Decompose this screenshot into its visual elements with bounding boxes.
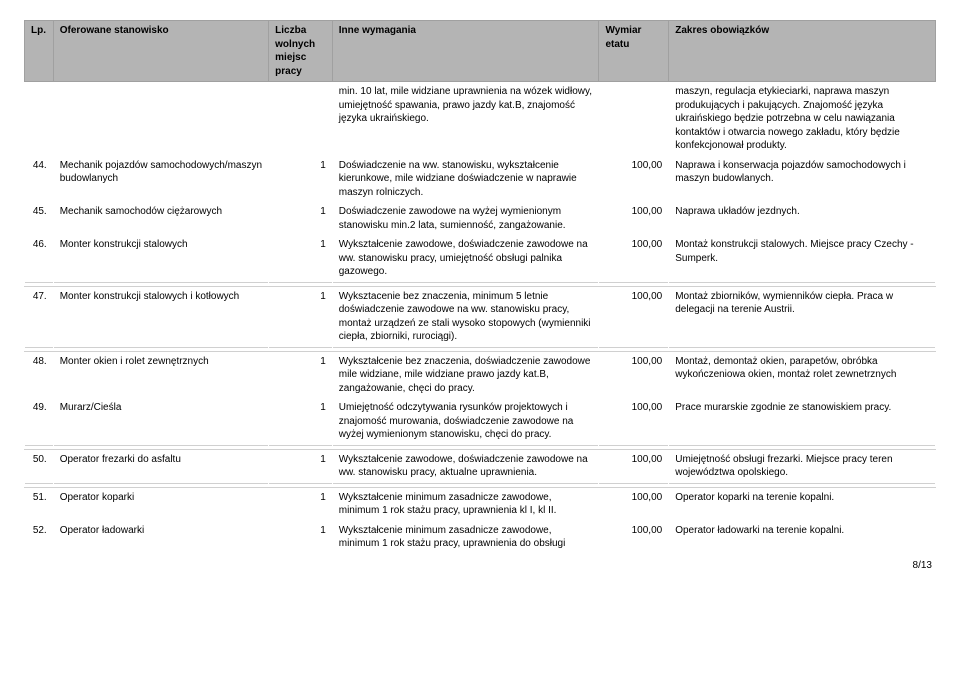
cell-dimension: 100,00 — [599, 202, 669, 235]
cell-vacancies — [269, 82, 333, 156]
cell-requirements: Umiejętność odczytywania rysunków projek… — [332, 398, 599, 445]
cell-position: Mechanik samochodów ciężarowych — [53, 202, 268, 235]
cell-lp: 52. — [25, 521, 54, 554]
th-dimension: Wymiar etatu — [599, 21, 669, 82]
table-row: 49.Murarz/Cieśla1Umiejętność odczytywani… — [25, 398, 936, 445]
cell-dimension: 100,00 — [599, 487, 669, 521]
table-row: 50.Operator frezarki do asfaltu1Wykształ… — [25, 449, 936, 483]
cell-vacancies: 1 — [269, 286, 333, 347]
cell-dimension: 100,00 — [599, 521, 669, 554]
cell-lp: 51. — [25, 487, 54, 521]
cell-position: Monter konstrukcji stalowych — [53, 235, 268, 282]
table-body: min. 10 lat, mile widziane uprawnienia n… — [25, 82, 936, 554]
cell-vacancies: 1 — [269, 156, 333, 203]
cell-requirements: Wykształcenie zawodowe, doświadczenie za… — [332, 449, 599, 483]
table-row: 48.Monter okien i rolet zewnętrznych1Wyk… — [25, 351, 936, 398]
table-header: Lp. Oferowane stanowisko Liczba wolnych … — [25, 21, 936, 82]
th-requirements: Inne wymagania — [332, 21, 599, 82]
cell-duties: Montaż konstrukcji stalowych. Miejsce pr… — [669, 235, 936, 282]
cell-duties: maszyn, regulacja etykieciarki, naprawa … — [669, 82, 936, 156]
cell-position: Monter okien i rolet zewnętrznych — [53, 351, 268, 398]
cell-lp: 45. — [25, 202, 54, 235]
cell-dimension: 100,00 — [599, 235, 669, 282]
cell-duties: Operator ładowarki na terenie kopalni. — [669, 521, 936, 554]
cell-requirements: Wykształcenie bez znaczenia, doświadczen… — [332, 351, 599, 398]
cell-lp: 50. — [25, 449, 54, 483]
cell-vacancies: 1 — [269, 449, 333, 483]
cell-requirements: Wykształcenie minimum zasadnicze zawodow… — [332, 487, 599, 521]
cell-position: Mechanik pojazdów samochodowych/maszyn b… — [53, 156, 268, 203]
table-row: 51.Operator koparki1Wykształcenie minimu… — [25, 487, 936, 521]
cell-lp: 46. — [25, 235, 54, 282]
cell-requirements: Wykształcenie minimum zasadnicze zawodow… — [332, 521, 599, 554]
cell-dimension — [599, 82, 669, 156]
cell-vacancies: 1 — [269, 521, 333, 554]
cell-duties: Naprawa i konserwacja pojazdów samochodo… — [669, 156, 936, 203]
cell-lp: 49. — [25, 398, 54, 445]
cell-position — [53, 82, 268, 156]
cell-position: Operator frezarki do asfaltu — [53, 449, 268, 483]
table-row: 47.Monter konstrukcji stalowych i kotłow… — [25, 286, 936, 347]
cell-lp: 48. — [25, 351, 54, 398]
cell-vacancies: 1 — [269, 398, 333, 445]
cell-requirements: Doświadczenie zawodowe na wyżej wymienio… — [332, 202, 599, 235]
cell-vacancies: 1 — [269, 351, 333, 398]
cell-requirements: Wykształcenie zawodowe, doświadczenie za… — [332, 235, 599, 282]
cell-vacancies: 1 — [269, 202, 333, 235]
cell-position: Monter konstrukcji stalowych i kotłowych — [53, 286, 268, 347]
cell-position: Operator ładowarki — [53, 521, 268, 554]
table-row: 45.Mechanik samochodów ciężarowych1Doświ… — [25, 202, 936, 235]
cell-dimension: 100,00 — [599, 398, 669, 445]
th-position: Oferowane stanowisko — [53, 21, 268, 82]
job-table: Lp. Oferowane stanowisko Liczba wolnych … — [24, 20, 936, 554]
cell-requirements: Wyksztacenie bez znaczenia, minimum 5 le… — [332, 286, 599, 347]
cell-vacancies: 1 — [269, 487, 333, 521]
cell-vacancies: 1 — [269, 235, 333, 282]
cell-dimension: 100,00 — [599, 449, 669, 483]
cell-duties: Montaż zbiorników, wymienników ciepła. P… — [669, 286, 936, 347]
cell-duties: Umiejętność obsługi frezarki. Miejsce pr… — [669, 449, 936, 483]
cell-duties: Montaż, demontaż okien, parapetów, obrób… — [669, 351, 936, 398]
table-row: 46.Monter konstrukcji stalowych1Wykształ… — [25, 235, 936, 282]
th-lp: Lp. — [25, 21, 54, 82]
table-row: 44.Mechanik pojazdów samochodowych/maszy… — [25, 156, 936, 203]
cell-dimension: 100,00 — [599, 156, 669, 203]
cell-dimension: 100,00 — [599, 351, 669, 398]
cell-lp: 44. — [25, 156, 54, 203]
cell-duties: Prace murarskie zgodnie ze stanowiskiem … — [669, 398, 936, 445]
cell-requirements: min. 10 lat, mile widziane uprawnienia n… — [332, 82, 599, 156]
th-duties: Zakres obowiązków — [669, 21, 936, 82]
cell-position: Operator koparki — [53, 487, 268, 521]
cell-lp: 47. — [25, 286, 54, 347]
cell-position: Murarz/Cieśla — [53, 398, 268, 445]
cell-duties: Naprawa układów jezdnych. — [669, 202, 936, 235]
cell-dimension: 100,00 — [599, 286, 669, 347]
table-row: min. 10 lat, mile widziane uprawnienia n… — [25, 82, 936, 156]
page-number: 8/13 — [24, 560, 936, 571]
th-vacancies: Liczba wolnych miejsc pracy — [269, 21, 333, 82]
cell-lp — [25, 82, 54, 156]
table-row: 52.Operator ładowarki1Wykształcenie mini… — [25, 521, 936, 554]
cell-requirements: Doświadczenie na ww. stanowisku, wykszta… — [332, 156, 599, 203]
cell-duties: Operator koparki na terenie kopalni. — [669, 487, 936, 521]
